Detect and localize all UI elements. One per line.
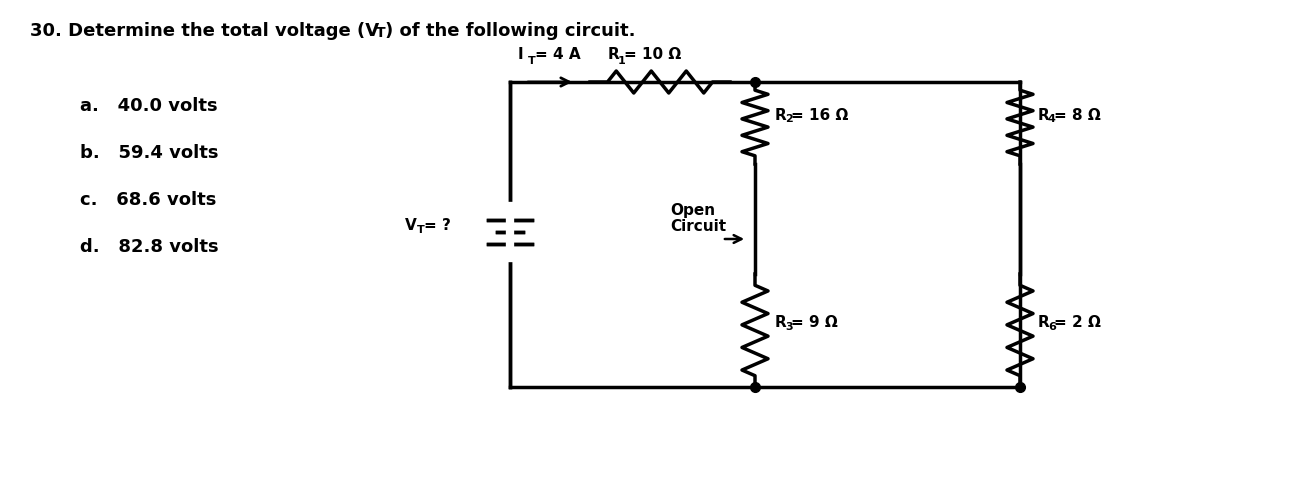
Text: I: I [518,47,524,62]
Text: = 16 Ω: = 16 Ω [792,107,849,122]
Text: 30. Determine the total voltage (V: 30. Determine the total voltage (V [30,22,379,40]
Text: Circuit: Circuit [670,219,726,234]
Text: R: R [1038,107,1050,122]
Text: b.   59.4 volts: b. 59.4 volts [80,144,219,162]
Text: c.   68.6 volts: c. 68.6 volts [80,191,216,209]
Text: 3: 3 [785,321,793,332]
Text: ) of the following circuit.: ) of the following circuit. [385,22,635,40]
Text: = 2 Ω: = 2 Ω [1054,315,1101,330]
Text: T: T [417,225,425,235]
Text: 2: 2 [785,114,793,124]
Text: V: V [406,218,417,233]
Text: a.   40.0 volts: a. 40.0 volts [80,97,218,115]
Text: T: T [376,26,386,40]
Text: 4: 4 [1048,114,1056,124]
Text: = 8 Ω: = 8 Ω [1054,107,1101,122]
Text: R: R [608,47,619,62]
Text: = 9 Ω: = 9 Ω [792,315,837,330]
Text: = 4 A: = 4 A [535,47,580,62]
Text: 1: 1 [618,56,626,66]
Text: T: T [528,56,536,66]
Text: = ?: = ? [424,218,451,233]
Text: d.   82.8 volts: d. 82.8 volts [80,238,219,256]
Text: Open: Open [670,203,715,218]
Text: 6: 6 [1048,321,1056,332]
Text: = 10 Ω: = 10 Ω [625,47,681,62]
Text: R: R [775,315,786,330]
Text: R: R [775,107,786,122]
Text: R: R [1038,315,1050,330]
